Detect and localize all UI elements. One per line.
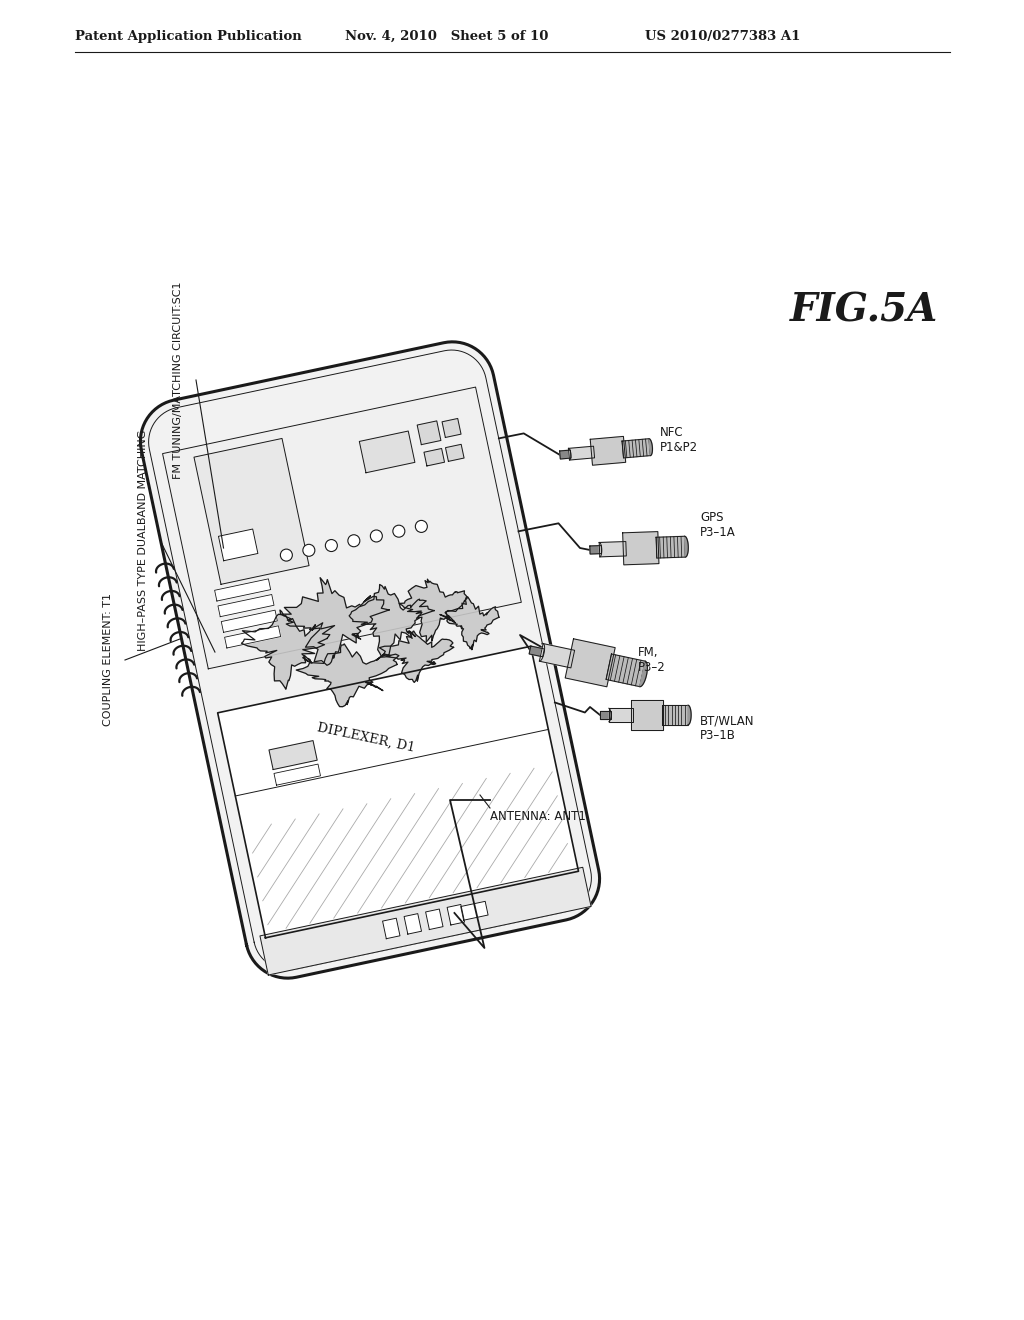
Polygon shape — [218, 594, 274, 616]
Circle shape — [326, 540, 337, 552]
Text: DIPLEXER, D1: DIPLEXER, D1 — [315, 721, 416, 754]
Polygon shape — [224, 626, 281, 648]
Polygon shape — [163, 387, 521, 669]
Polygon shape — [623, 532, 658, 565]
Polygon shape — [445, 445, 464, 462]
Text: BT/WLAN
P3–1B: BT/WLAN P3–1B — [700, 714, 755, 742]
Polygon shape — [447, 904, 465, 925]
Polygon shape — [649, 438, 652, 455]
Polygon shape — [461, 902, 488, 920]
Polygon shape — [445, 597, 499, 649]
Polygon shape — [215, 579, 270, 601]
Text: FM,
P3–2: FM, P3–2 — [638, 645, 666, 675]
Text: ANTENNA: ANT1: ANTENNA: ANT1 — [490, 810, 586, 822]
Polygon shape — [590, 437, 626, 465]
Text: Nov. 4, 2010   Sheet 5 of 10: Nov. 4, 2010 Sheet 5 of 10 — [345, 30, 549, 44]
Polygon shape — [269, 741, 317, 770]
Polygon shape — [640, 661, 647, 686]
Polygon shape — [417, 421, 441, 445]
Polygon shape — [529, 645, 545, 657]
Text: HIGH–PASS TYPE DUALBAND MATCHING: HIGH–PASS TYPE DUALBAND MATCHING — [138, 429, 148, 651]
Polygon shape — [599, 541, 627, 557]
Circle shape — [348, 535, 359, 546]
Polygon shape — [606, 653, 645, 686]
Circle shape — [303, 544, 314, 556]
Polygon shape — [590, 545, 601, 554]
Polygon shape — [600, 711, 610, 719]
Polygon shape — [609, 709, 634, 722]
Polygon shape — [622, 438, 650, 458]
Text: FM TUNING/MATCHING CIRCUIT:SC1: FM TUNING/MATCHING CIRCUIT:SC1 — [173, 281, 183, 479]
Polygon shape — [404, 913, 422, 935]
Text: COUPLING ELEMENT: T1: COUPLING ELEMENT: T1 — [103, 594, 113, 726]
Text: US 2010/0277383 A1: US 2010/0277383 A1 — [645, 30, 801, 44]
Polygon shape — [218, 647, 579, 937]
Circle shape — [416, 520, 427, 532]
Polygon shape — [140, 342, 600, 978]
Polygon shape — [281, 578, 389, 665]
Circle shape — [393, 525, 404, 537]
Polygon shape — [260, 867, 591, 975]
Polygon shape — [656, 536, 685, 558]
Polygon shape — [399, 579, 467, 642]
Polygon shape — [631, 700, 664, 730]
Polygon shape — [685, 536, 688, 557]
Polygon shape — [359, 432, 415, 473]
Polygon shape — [383, 919, 400, 939]
Circle shape — [371, 529, 382, 543]
Polygon shape — [221, 610, 278, 632]
Polygon shape — [560, 450, 571, 459]
Text: Patent Application Publication: Patent Application Publication — [75, 30, 302, 44]
Polygon shape — [349, 585, 434, 657]
Polygon shape — [380, 631, 454, 682]
Polygon shape — [565, 639, 615, 686]
Polygon shape — [426, 909, 443, 929]
Polygon shape — [274, 764, 321, 785]
Polygon shape — [218, 529, 258, 561]
Polygon shape — [662, 705, 688, 725]
Text: FIG.5A: FIG.5A — [790, 290, 938, 329]
Polygon shape — [442, 418, 461, 437]
Polygon shape — [194, 438, 309, 585]
Polygon shape — [296, 644, 399, 706]
Text: NFC
P1&P2: NFC P1&P2 — [660, 426, 698, 454]
Text: GPS
P3–1A: GPS P3–1A — [700, 511, 736, 539]
Polygon shape — [568, 446, 595, 461]
Polygon shape — [540, 644, 574, 668]
Circle shape — [281, 549, 293, 561]
Polygon shape — [424, 449, 444, 466]
Polygon shape — [688, 705, 691, 725]
Polygon shape — [242, 610, 335, 689]
